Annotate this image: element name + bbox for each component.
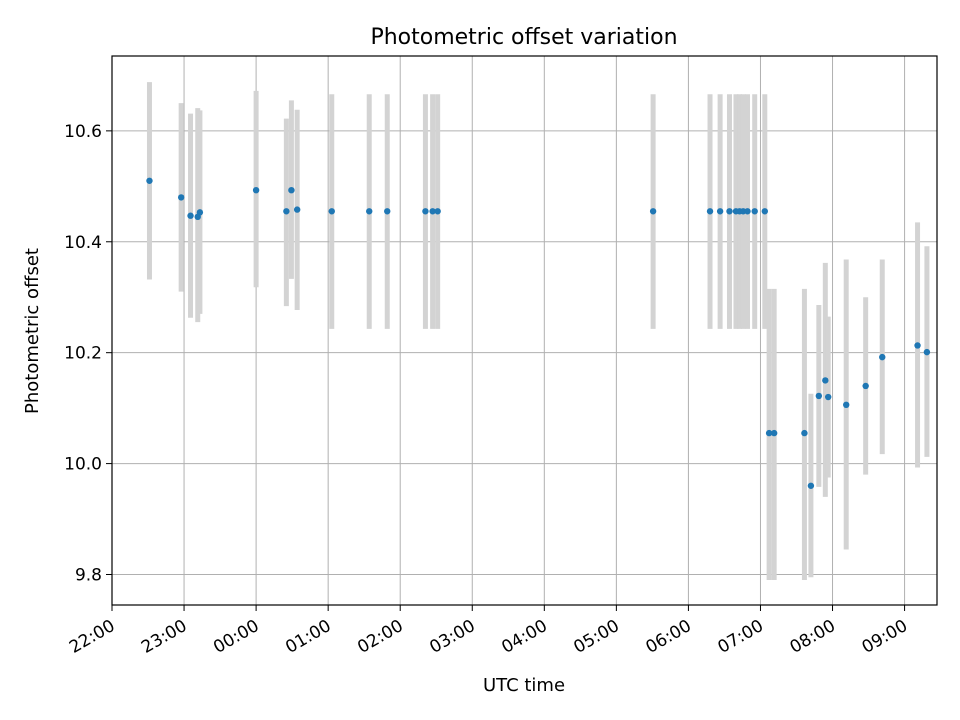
x-tick-label: 08:00 bbox=[787, 616, 839, 658]
data-point bbox=[807, 482, 815, 489]
x-tick-label: 03:00 bbox=[426, 616, 478, 658]
chart-title: Photometric offset variation bbox=[370, 25, 677, 50]
data-point bbox=[822, 377, 829, 384]
data-point bbox=[328, 208, 335, 215]
data-point bbox=[706, 208, 714, 215]
data-point bbox=[726, 208, 733, 215]
x-tick-label: 09:00 bbox=[859, 616, 911, 658]
x-tick-label: 01:00 bbox=[282, 616, 334, 658]
data-points bbox=[146, 177, 931, 489]
data-point bbox=[843, 401, 850, 409]
data-point bbox=[187, 212, 194, 219]
y-tick-label: 9.8 bbox=[75, 566, 102, 586]
data-point bbox=[146, 177, 153, 184]
data-point bbox=[716, 208, 724, 215]
x-axis-label: UTC time bbox=[483, 675, 565, 696]
y-tick-label: 10.6 bbox=[64, 122, 102, 142]
data-point bbox=[422, 208, 429, 215]
data-point bbox=[815, 392, 823, 400]
data-point bbox=[879, 353, 886, 361]
y-tick-label: 10.2 bbox=[64, 344, 102, 364]
y-tick-label: 10.4 bbox=[64, 233, 102, 253]
x-tick-label: 06:00 bbox=[642, 616, 694, 658]
data-point bbox=[293, 206, 301, 213]
data-point bbox=[770, 429, 778, 437]
x-tick-label: 07:00 bbox=[715, 616, 767, 658]
data-point bbox=[801, 429, 808, 437]
data-point bbox=[751, 208, 758, 215]
y-tick-label: 10.0 bbox=[64, 455, 102, 475]
plot-frame bbox=[111, 55, 938, 606]
data-point bbox=[862, 382, 869, 390]
data-point bbox=[196, 209, 204, 216]
x-tick-label: 23:00 bbox=[138, 616, 190, 658]
data-point bbox=[252, 187, 260, 194]
x-tick-label: 04:00 bbox=[498, 616, 550, 658]
error-bars bbox=[146, 82, 930, 581]
data-point bbox=[914, 342, 921, 349]
data-point bbox=[366, 208, 373, 215]
data-point bbox=[177, 194, 185, 201]
data-point bbox=[923, 348, 931, 356]
x-tick-label: 00:00 bbox=[210, 616, 262, 658]
y-axis-label: Photometric offset bbox=[22, 248, 43, 414]
x-tick-label: 22:00 bbox=[66, 616, 118, 658]
data-point bbox=[434, 208, 441, 215]
data-point bbox=[649, 208, 657, 215]
data-point bbox=[761, 208, 768, 215]
grid-lines bbox=[111, 56, 937, 605]
x-tick-label: 05:00 bbox=[570, 616, 622, 658]
data-point bbox=[429, 208, 436, 215]
data-point bbox=[288, 187, 295, 194]
data-point bbox=[765, 429, 773, 437]
y-axis-ticks: 9.8 10.0 10.2 10.4 10.6 bbox=[64, 122, 112, 586]
x-tick-label: 02:00 bbox=[354, 616, 406, 658]
data-point bbox=[825, 393, 832, 401]
data-point bbox=[744, 208, 751, 215]
x-axis-ticks: 22:00 23:00 00:00 01:00 02:00 03:00 04:00 05:00… bbox=[66, 605, 911, 658]
data-point bbox=[384, 208, 391, 215]
data-point bbox=[283, 208, 290, 215]
